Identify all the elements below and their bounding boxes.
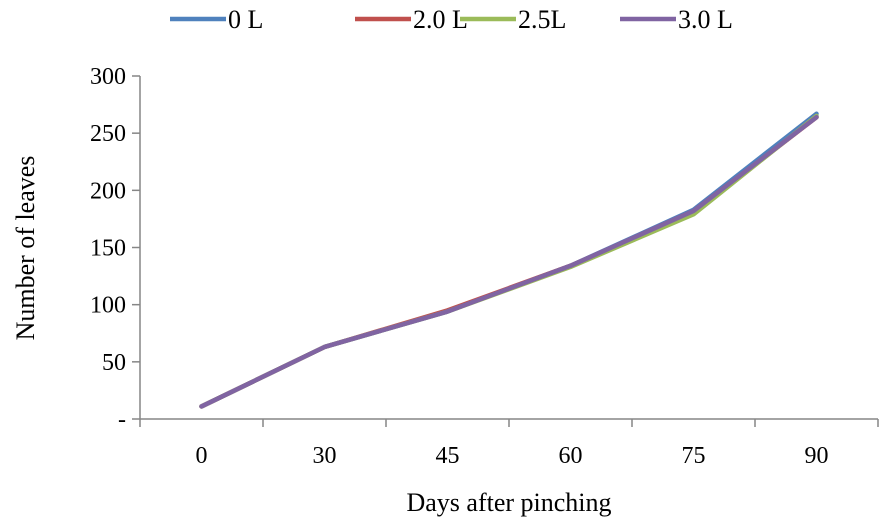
x-tick-label: 30 [313,443,337,469]
x-tick-label: 0 [196,443,208,469]
y-axis: - 50 100 150 200 250 300 [90,64,141,433]
y-tick-label: 50 [102,350,126,376]
x-tick-label: 75 [682,443,706,469]
y-tick-label: 200 [90,178,126,204]
legend-label: 2.0 L [413,5,468,34]
y-tick-label: 250 [90,121,126,147]
x-tick-label: 60 [559,443,583,469]
y-tick-label: 150 [90,236,126,262]
y-axis-title: Number of leaves [11,156,40,341]
series-layer [199,111,819,409]
legend-item: 3.0 L [620,5,733,34]
y-tick-label: 300 [90,64,126,90]
series-line-4 [199,114,819,409]
x-tick-label: 90 [805,443,829,469]
legend-item: 2.0 L [355,5,468,34]
legend-label: 3.0 L [678,5,733,34]
x-tick-label: 45 [436,443,460,469]
y-tick-label: - [118,407,126,433]
x-axis: 0 30 45 60 75 90 [139,418,879,469]
x-axis-title: Days after pinching [406,488,611,517]
legend-label: 0 L [228,5,263,34]
legend: 0 L 2.0 L 2.5L 3.0 L [170,5,733,34]
y-tick-label: 100 [90,293,126,319]
legend-label: 2.5L [518,5,566,34]
legend-item: 0 L [170,5,263,34]
legend-item: 2.5L [460,5,566,34]
